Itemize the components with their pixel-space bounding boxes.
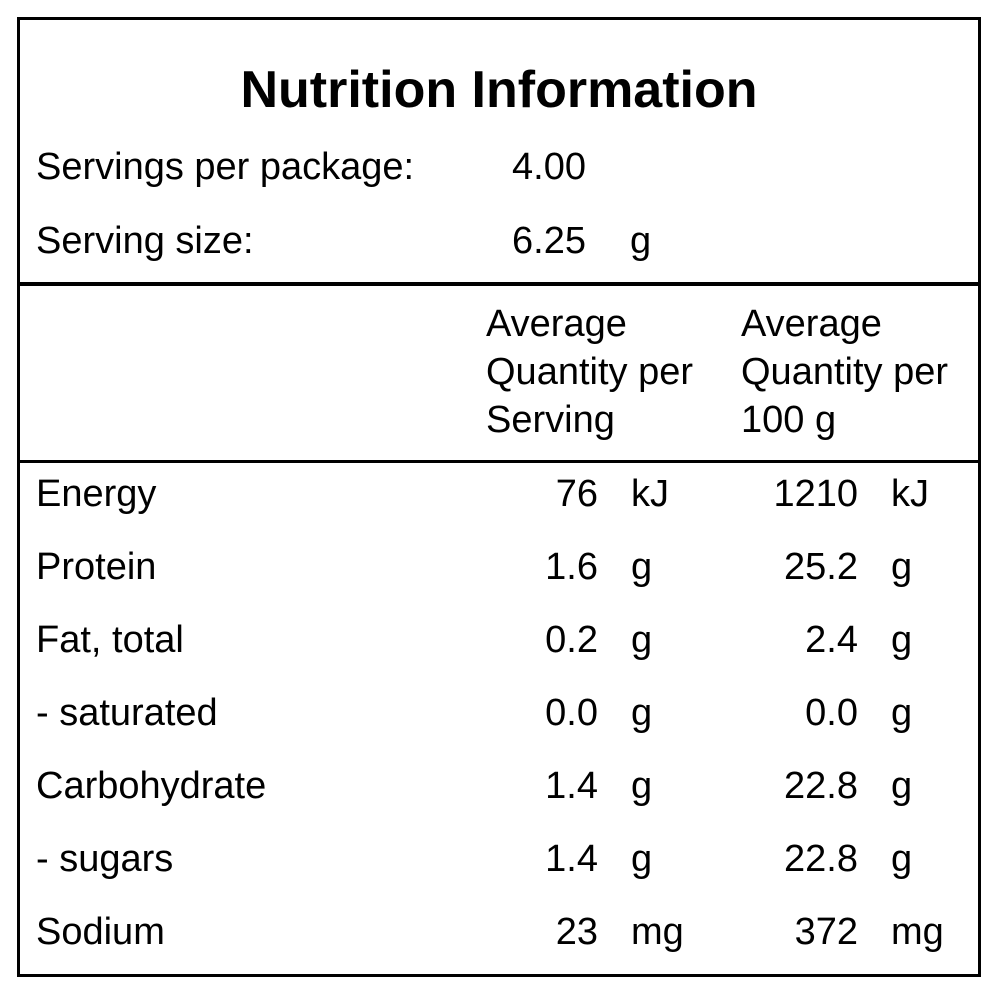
per-serving: 1.4 <box>545 838 598 880</box>
column-header: Average Quantity per 100 g <box>741 303 948 441</box>
per-serving-unit: g <box>631 765 653 807</box>
per-serving: 0.0 <box>545 692 598 734</box>
per-serving: 76 <box>555 473 598 515</box>
nutrient: - sugars <box>36 838 174 880</box>
per-100g: 22.8 <box>784 765 858 807</box>
per-100g: 22.8 <box>784 838 858 880</box>
per-100g: 2.4 <box>805 619 858 661</box>
per-serving-unit: g <box>631 692 653 734</box>
serving-value: 4.00 <box>512 146 586 188</box>
nutrition-panel: Nutrition Information Servings per packa… <box>17 17 981 977</box>
per-serving-unit: g <box>631 838 653 880</box>
nutrient: Sodium <box>36 911 165 953</box>
per-100g-unit: g <box>891 692 913 734</box>
nutrient: Energy <box>36 473 157 515</box>
serving-label: Serving size: <box>36 220 254 262</box>
per-serving: 1.4 <box>545 765 598 807</box>
per-100g-unit: kJ <box>891 473 929 515</box>
per-serving-unit: g <box>631 619 653 661</box>
per-100g: 1210 <box>773 473 858 515</box>
serving-value: 6.25 <box>512 220 586 262</box>
per-100g-unit: g <box>891 838 913 880</box>
divider <box>20 460 978 463</box>
per-serving-unit: g <box>631 546 653 588</box>
per-100g-unit: g <box>891 619 913 661</box>
per-serving: 0.2 <box>545 619 598 661</box>
serving-unit: g <box>630 220 652 262</box>
per-serving: 23 <box>555 911 598 953</box>
nutrient: - saturated <box>36 692 218 734</box>
per-100g: 25.2 <box>784 546 858 588</box>
column-header: Average Quantity per Serving <box>486 303 693 441</box>
per-100g-unit: mg <box>891 911 944 953</box>
per-100g-unit: g <box>891 765 913 807</box>
per-100g: 372 <box>794 911 858 953</box>
nutrient: Protein <box>36 546 157 588</box>
per-100g-unit: g <box>891 546 913 588</box>
serving-label: Servings per package: <box>36 146 415 188</box>
nutrient: Fat, total <box>36 619 184 661</box>
per-100g: 0.0 <box>805 692 858 734</box>
per-serving: 1.6 <box>545 546 598 588</box>
per-serving-unit: mg <box>631 911 684 953</box>
divider <box>20 282 978 286</box>
title: Nutrition Information <box>240 61 758 119</box>
nutrient: Carbohydrate <box>36 765 267 807</box>
per-serving-unit: kJ <box>631 473 669 515</box>
